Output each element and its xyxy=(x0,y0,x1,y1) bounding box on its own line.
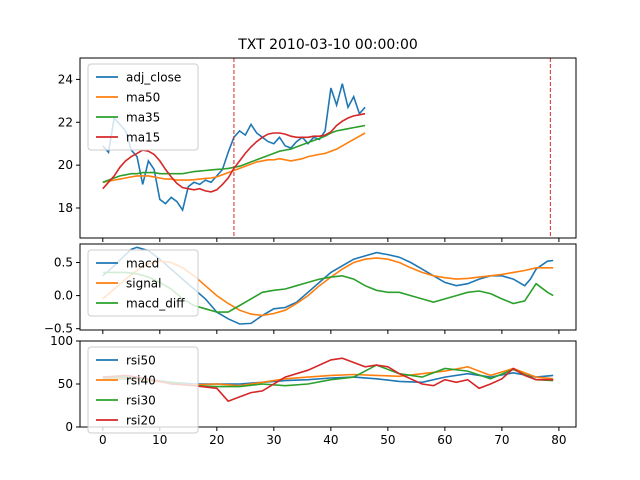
legend: macd signal macd_diff xyxy=(87,249,199,317)
legend-label: rsi30 xyxy=(126,394,156,408)
axes-frame xyxy=(79,57,577,239)
legend-label: signal xyxy=(126,277,162,291)
legend-box xyxy=(87,249,199,317)
xtick-label: 20 xyxy=(209,433,224,447)
series-line-rsi20 xyxy=(102,357,554,403)
xtick-label: 30 xyxy=(266,433,281,447)
ytick-label: 50 xyxy=(58,377,73,391)
xtick-label: 70 xyxy=(494,433,509,447)
series-line-ma50 xyxy=(102,132,366,184)
ytick-label: 0.5 xyxy=(54,256,73,270)
legend-label: adj_close xyxy=(126,71,181,85)
legend: rsi50 rsi40 rsi30 rsi20 xyxy=(87,346,199,434)
legend-label: ma15 xyxy=(126,131,160,145)
xtick-label: 40 xyxy=(323,433,338,447)
xtick-label: 80 xyxy=(551,433,566,447)
legend-label: rsi20 xyxy=(126,414,156,428)
chart-title: TXT 2010-03-10 00:00:00 xyxy=(237,37,418,53)
legend-label: ma35 xyxy=(126,111,160,125)
ytick-label: 20 xyxy=(58,158,73,172)
ytick-label: 0.0 xyxy=(54,289,73,303)
legend: adj_close ma50 ma35 ma15 xyxy=(87,63,199,151)
xtick-label: 0 xyxy=(99,433,107,447)
ytick-label: 22 xyxy=(58,115,73,129)
xtick-label: 60 xyxy=(437,433,452,447)
ytick-label: 100 xyxy=(50,334,73,348)
ytick-label: −0.5 xyxy=(44,322,73,336)
legend-label: rsi50 xyxy=(126,354,156,368)
legend-label: macd_diff xyxy=(126,297,185,311)
macd-panel: −0.5 0.0 0.5 macd signal macd_diff xyxy=(44,243,577,336)
legend-label: rsi40 xyxy=(126,374,156,388)
xtick-label: 50 xyxy=(380,433,395,447)
legend-box xyxy=(87,63,199,151)
price-panel: 18 20 22 24 adj_close ma50 ma35 ma15 xyxy=(58,57,577,242)
legend-label: macd xyxy=(126,257,159,271)
ytick-label: 18 xyxy=(58,201,73,215)
ytick-label: 0 xyxy=(65,420,73,434)
axes-frame xyxy=(79,243,577,331)
xtick-label: 10 xyxy=(152,433,167,447)
ytick-label: 24 xyxy=(58,72,73,86)
legend-box xyxy=(87,346,199,434)
legend-label: ma50 xyxy=(126,91,160,105)
